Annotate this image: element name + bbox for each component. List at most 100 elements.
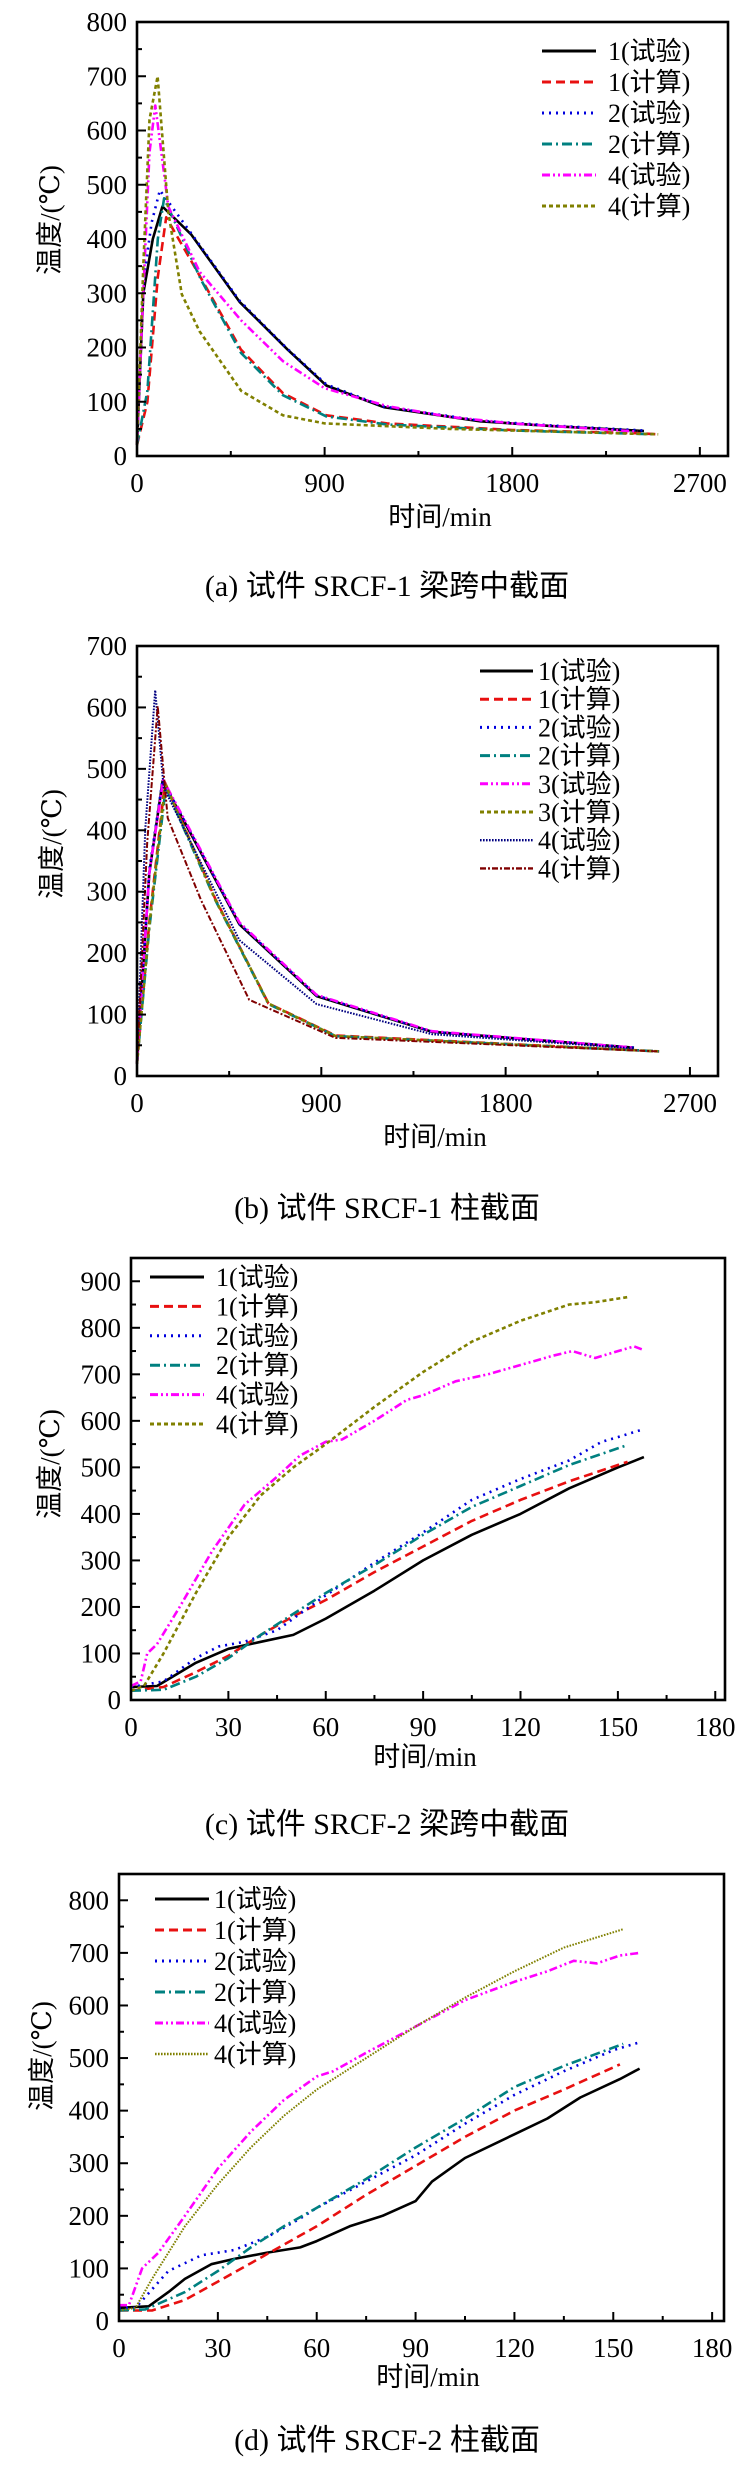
x-tick-label: 150 [593,2333,634,2363]
legend-label: 4(计算) [214,2040,296,2069]
y-tick-label: 600 [87,692,128,722]
legend-label: 4(试验) [608,161,690,190]
x-tick-label: 1800 [479,1088,533,1118]
panel-caption: (c) 试件 SRCF-2 梁跨中截面 [205,1808,569,1841]
x-tick-label: 60 [312,1712,339,1742]
y-tick-label: 0 [96,2306,110,2336]
chart-panel-c: 1(试验)1(计算)2(试验)2(计算)4(试验)4(计算) 0 30 60 90 120… [35,1256,736,1841]
y-tick-label: 700 [69,1938,110,1968]
x-tick-label: 120 [500,1712,541,1742]
legend-label: 1(试验) [214,1885,296,1914]
legend-label: 1(试验) [608,37,690,66]
series-line [135,104,638,446]
legend-label: 1(计算) [608,68,690,97]
y-tick-label: 100 [81,1638,122,1668]
series-line [130,1443,629,1692]
x-tick-label: 0 [112,2333,126,2363]
legend-label: 4(计算) [608,192,690,221]
x-tick-label: 60 [303,2333,330,2363]
chart-panel-d: 1(试验)1(计算)2(试验)2(计算)4(试验)4(计算) 0 30 60 90 120… [27,1872,733,2457]
panel-caption: (d) 试件 SRCF-2 柱截面 [234,2424,540,2457]
legend-label: 2(计算) [214,1978,296,2007]
x-tick-label: 0 [124,1712,138,1742]
y-tick-label: 800 [87,7,128,37]
legend-label: 2(计算) [538,742,620,771]
y-tick-label: 700 [87,631,128,661]
legend-label: 1(计算) [538,685,620,714]
y-tick-label: 800 [69,1885,110,1915]
series-line [135,75,659,446]
series-line [130,1460,629,1692]
legend-label: 2(计算) [216,1351,298,1380]
series-line [135,778,635,1064]
y-tick-label: 700 [87,61,128,91]
x-tick-label: 120 [494,2333,535,2363]
y-tick-label: 500 [87,754,128,784]
y-axis-label: 温度/(℃) [27,2001,57,2111]
y-tick-label: 400 [87,224,128,254]
x-tick-label: 150 [598,1712,639,1742]
x-tick-label: 900 [304,468,345,498]
y-tick-label: 600 [87,116,128,146]
series-line [118,2067,641,2310]
legend-label: 2(试验) [216,1322,298,1351]
y-tick-label: 800 [81,1313,122,1343]
y-tick-label: 900 [81,1266,122,1296]
y-tick-label: 400 [87,815,128,845]
x-tick-label: 2700 [673,468,727,498]
series-line [118,2042,624,2312]
y-tick-label: 300 [87,278,128,308]
legend-label: 1(试验) [216,1263,298,1292]
plot-frame [135,644,720,1078]
x-tick-label: 1800 [485,468,539,498]
y-tick-label: 600 [81,1406,122,1436]
y-axis-label: 温度/(℃) [37,789,67,899]
y-tick-label: 400 [69,2096,110,2126]
legend-label: 3(计算) [538,798,620,827]
series-line [135,205,645,446]
panel-caption: (b) 试件 SRCF-1 柱截面 [234,1192,540,1225]
y-tick-label: 0 [114,441,128,471]
x-tick-label: 180 [695,1712,736,1742]
x-axis-label: 时间/min [373,1742,477,1772]
x-tick-label: 90 [402,2333,429,2363]
legend-label: 4(计算) [538,854,620,883]
y-tick-label: 300 [81,1545,122,1575]
series-line [130,1295,628,1692]
y-tick-label: 200 [69,2201,110,2231]
panel-caption: (a) 试件 SRCF-1 梁跨中截面 [205,570,569,603]
x-axis-label: 时间/min [388,502,492,532]
legend-label: 2(试验) [214,1947,296,1976]
series-line [119,1951,640,2307]
x-tick-label: 900 [301,1088,342,1118]
legend-label: 4(试验) [538,826,620,855]
legend-label: 2(试验) [608,99,690,128]
legend-label: 4(试验) [214,2009,296,2038]
series-line [135,197,655,446]
series-line [118,1928,624,2312]
y-tick-label: 300 [69,2148,110,2178]
x-tick-label: 0 [130,468,144,498]
y-tick-label: 100 [69,2253,110,2283]
x-tick-label: 0 [130,1088,144,1118]
y-tick-label: 100 [87,1000,128,1030]
legend-label: 4(计算) [216,1410,298,1439]
x-tick-label: 180 [692,2333,733,2363]
chart-panel-b: 1(试验)1(计算)2(试验)2(计算)3(试验)3(计算)4(试验)4(计算)… [37,631,720,1225]
y-tick-label: 200 [87,938,128,968]
series-line [119,2063,621,2312]
chart-panel-a: 1(试验)1(计算)2(试验)2(计算)4(试验)4(计算) 0 900 1800 27… [35,7,730,603]
legend-label: 2(试验) [538,713,620,742]
y-tick-label: 700 [81,1359,122,1389]
x-tick-label: 90 [410,1712,437,1742]
series-line [130,1345,645,1688]
x-tick-label: 2700 [663,1088,717,1118]
series-line [130,1455,645,1689]
y-tick-label: 0 [108,1685,122,1715]
x-tick-label: 30 [215,1712,242,1742]
y-tick-label: 500 [87,170,128,200]
x-tick-label: 30 [204,2333,231,2363]
y-tick-label: 200 [81,1592,122,1622]
